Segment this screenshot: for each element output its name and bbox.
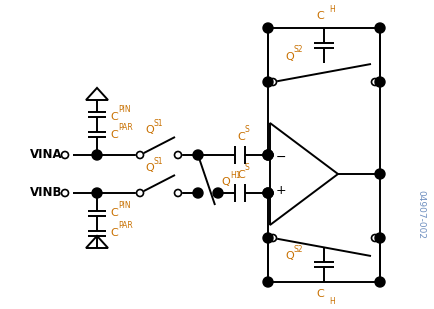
- Circle shape: [371, 235, 378, 242]
- Circle shape: [263, 188, 273, 198]
- Circle shape: [374, 277, 384, 287]
- Circle shape: [136, 189, 143, 197]
- Circle shape: [266, 152, 273, 158]
- Circle shape: [374, 23, 384, 33]
- Circle shape: [269, 235, 276, 242]
- Text: PAR: PAR: [118, 124, 132, 133]
- Text: Q: Q: [220, 177, 229, 187]
- Text: S2: S2: [293, 244, 303, 253]
- Circle shape: [174, 189, 181, 197]
- Text: S2: S2: [293, 45, 303, 54]
- Text: C: C: [110, 112, 118, 122]
- Text: VINB: VINB: [30, 187, 62, 200]
- Circle shape: [374, 77, 384, 87]
- Circle shape: [263, 23, 273, 33]
- Circle shape: [263, 77, 273, 87]
- Text: Q: Q: [145, 125, 153, 135]
- Text: C: C: [316, 11, 323, 21]
- Circle shape: [61, 189, 68, 197]
- Circle shape: [193, 188, 203, 198]
- Text: C: C: [110, 208, 118, 218]
- Text: H1: H1: [230, 171, 240, 180]
- Text: S1: S1: [154, 118, 163, 128]
- Circle shape: [374, 233, 384, 243]
- Circle shape: [263, 150, 273, 160]
- Circle shape: [214, 189, 221, 197]
- Circle shape: [174, 151, 181, 159]
- Text: H: H: [328, 297, 334, 306]
- Text: −: −: [275, 150, 286, 163]
- Circle shape: [371, 78, 378, 86]
- Text: VINA: VINA: [30, 149, 62, 162]
- Circle shape: [263, 233, 273, 243]
- Text: C: C: [316, 289, 323, 299]
- Circle shape: [194, 151, 201, 159]
- Text: S: S: [244, 163, 249, 172]
- Text: Q: Q: [145, 163, 153, 173]
- Circle shape: [136, 151, 143, 159]
- Text: 04907-002: 04907-002: [415, 191, 424, 239]
- Text: PIN: PIN: [118, 105, 130, 115]
- Circle shape: [269, 78, 276, 86]
- Circle shape: [61, 151, 68, 159]
- Text: S: S: [244, 125, 249, 134]
- Circle shape: [213, 188, 223, 198]
- Circle shape: [266, 190, 273, 196]
- Circle shape: [263, 188, 273, 198]
- Text: Q: Q: [284, 251, 293, 261]
- Circle shape: [263, 277, 273, 287]
- Text: PAR: PAR: [118, 222, 132, 231]
- Circle shape: [374, 169, 384, 179]
- Text: PIN: PIN: [118, 201, 130, 210]
- Text: S1: S1: [154, 156, 163, 166]
- Circle shape: [263, 150, 273, 160]
- Text: C: C: [110, 130, 118, 140]
- Circle shape: [92, 150, 102, 160]
- Text: Q: Q: [284, 52, 293, 62]
- Circle shape: [92, 188, 102, 198]
- Text: +: +: [275, 184, 286, 197]
- Text: H: H: [328, 5, 334, 14]
- Text: C: C: [237, 132, 244, 142]
- Circle shape: [193, 150, 203, 160]
- Text: C: C: [237, 170, 244, 180]
- Text: C: C: [110, 228, 118, 238]
